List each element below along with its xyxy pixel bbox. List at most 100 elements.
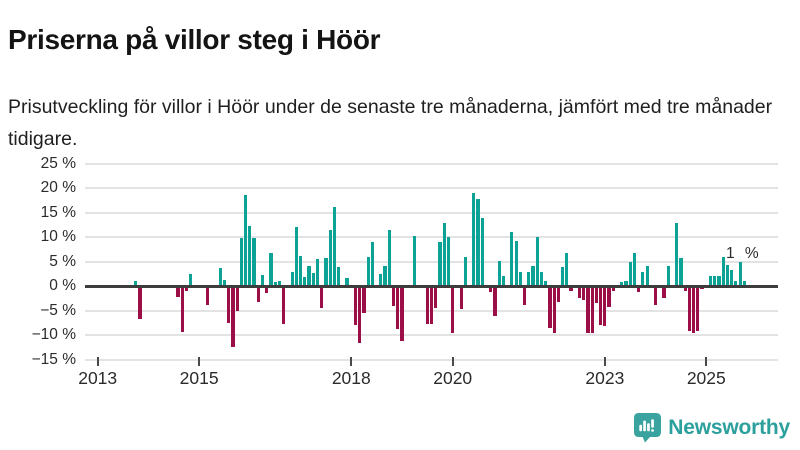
bar <box>535 237 539 286</box>
bar <box>353 286 358 326</box>
y-axis-label: −15 % <box>31 350 76 368</box>
bar <box>594 286 598 304</box>
bar <box>489 286 493 293</box>
bar <box>235 286 239 312</box>
y-axis-label: −5 % <box>40 301 76 319</box>
bar <box>387 230 391 286</box>
bar <box>273 281 277 286</box>
bar <box>307 265 311 286</box>
bar <box>189 273 193 286</box>
newsworthy-wordmark: Newsworthy <box>668 416 790 439</box>
bar <box>582 286 586 300</box>
bar <box>510 231 514 286</box>
gridline <box>85 260 778 263</box>
bar <box>561 266 565 286</box>
x-axis-tick <box>96 357 99 366</box>
bar <box>459 286 463 310</box>
newsworthy-speech-bubble-bar-chart-icon <box>634 413 662 443</box>
bar <box>315 258 320 286</box>
bar <box>611 286 615 291</box>
gridline <box>85 334 778 336</box>
x-axis-tick <box>451 357 454 366</box>
bar <box>370 242 374 286</box>
bar <box>383 265 387 286</box>
bar <box>366 257 370 286</box>
bar <box>480 217 484 286</box>
bar <box>222 280 227 286</box>
bar <box>248 226 252 286</box>
bar <box>332 207 336 286</box>
bar <box>277 280 282 286</box>
bar <box>434 286 438 308</box>
bar <box>599 286 603 326</box>
bar <box>628 261 632 286</box>
bar <box>662 286 666 299</box>
bar <box>265 286 269 294</box>
bar <box>446 237 451 286</box>
bar <box>708 276 713 286</box>
bar <box>713 276 717 286</box>
bar <box>603 286 607 327</box>
bar <box>311 273 315 286</box>
page-title: Priserna på villor steg i Höör <box>8 23 381 55</box>
bar <box>607 286 611 307</box>
bar <box>413 235 417 286</box>
bar <box>244 194 248 286</box>
bar <box>590 286 594 333</box>
gridline <box>85 162 778 165</box>
bar <box>290 272 294 286</box>
x-axis-label: 2025 <box>686 368 726 388</box>
gridline <box>85 358 778 361</box>
chart-subtitle: Prisutveckling för villor i Höör under d… <box>8 95 773 150</box>
bar <box>514 241 518 286</box>
bar <box>493 286 497 316</box>
bar <box>400 286 404 342</box>
y-axis-label: 5 % <box>49 252 76 270</box>
newsworthy-logo[interactable]: Newsworthy <box>634 413 790 443</box>
bar <box>565 252 569 286</box>
bar <box>501 275 506 286</box>
x-axis-label: 2013 <box>78 368 118 388</box>
bar <box>391 286 396 306</box>
y-axis-label: 25 % <box>40 154 76 172</box>
bar <box>260 275 265 286</box>
bar <box>337 267 341 286</box>
bar <box>730 269 734 286</box>
bar <box>645 265 649 286</box>
bar <box>624 281 628 286</box>
gridline <box>85 236 778 238</box>
bar <box>324 257 328 286</box>
bar <box>679 257 683 286</box>
bar <box>303 277 307 286</box>
bar <box>205 286 210 306</box>
bar <box>632 252 637 286</box>
bar <box>552 286 556 334</box>
gridline <box>85 187 778 189</box>
bar <box>472 193 476 286</box>
bar <box>320 286 324 308</box>
bar <box>734 280 738 286</box>
bar <box>577 286 582 298</box>
bar <box>252 238 256 286</box>
bar <box>180 286 184 332</box>
y-axis-label: −10 % <box>31 326 76 343</box>
bar <box>396 286 400 330</box>
bar <box>497 261 501 286</box>
bar <box>438 241 442 286</box>
bar <box>683 286 687 291</box>
bar <box>239 238 243 286</box>
bar <box>176 286 180 297</box>
bar <box>569 286 573 292</box>
bar <box>738 261 742 286</box>
zero-axis-line <box>85 284 778 288</box>
y-axis-label: 20 % <box>40 179 76 196</box>
bar <box>687 286 691 331</box>
x-axis-tick <box>603 357 606 366</box>
bar <box>358 286 362 343</box>
bar <box>692 286 696 334</box>
bar <box>653 286 658 306</box>
bar <box>218 267 222 286</box>
bar <box>451 286 455 333</box>
